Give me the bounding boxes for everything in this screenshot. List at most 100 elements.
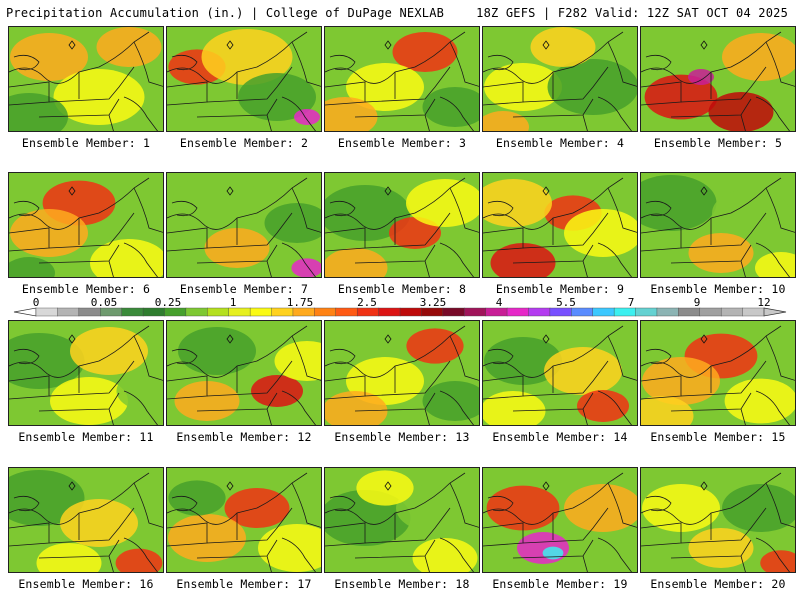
ensemble-member-map xyxy=(324,26,480,132)
boundary-line xyxy=(13,200,40,217)
boundary-line xyxy=(329,348,356,365)
boundary-line xyxy=(108,555,114,572)
boundary-line xyxy=(281,242,316,277)
precip-area xyxy=(90,239,163,277)
boundary-line xyxy=(9,31,150,84)
boundary-line xyxy=(48,212,135,249)
scale-swatch xyxy=(571,307,594,317)
scale-tick-label: 9 xyxy=(693,296,701,309)
boundary-line xyxy=(424,555,430,572)
boundary-line xyxy=(582,260,588,277)
ensemble-member-label: Ensemble Member: 3 xyxy=(337,136,467,150)
boundary-line xyxy=(167,325,308,378)
boundary-line xyxy=(281,537,316,572)
precip-area xyxy=(294,109,320,125)
boundary-line xyxy=(167,522,208,547)
precip-area xyxy=(238,73,316,121)
boundary-line xyxy=(755,537,790,572)
boundary-line xyxy=(522,360,609,397)
boundary-line xyxy=(487,495,514,512)
station-marker-icon xyxy=(700,186,708,196)
boundary-line xyxy=(680,212,767,249)
boundary-line xyxy=(607,482,637,528)
scale-swatch xyxy=(57,307,80,317)
precip-area xyxy=(115,548,163,572)
boundary-line xyxy=(9,177,150,230)
precip-area xyxy=(483,111,529,131)
ensemble-member-label: Ensemble Member: 2 xyxy=(179,136,309,150)
station-marker-icon xyxy=(384,40,392,50)
boundary-line xyxy=(329,54,356,71)
boundary-line xyxy=(123,242,158,277)
boundary-line xyxy=(171,54,198,71)
boundary-line xyxy=(266,555,272,572)
precip-area xyxy=(356,470,414,506)
boundary-line xyxy=(522,66,609,103)
boundary-line xyxy=(597,537,632,572)
boundary-line xyxy=(765,482,795,528)
scale-min-arrow xyxy=(13,307,37,317)
precip-area xyxy=(688,528,754,568)
boundary-line xyxy=(266,260,272,277)
station-marker-icon xyxy=(542,481,550,491)
ensemble-member-map xyxy=(324,320,480,426)
boundary-line xyxy=(13,495,40,512)
scale-tick-label: 3.25 xyxy=(419,296,447,309)
boundary-line xyxy=(123,537,158,572)
precip-area xyxy=(484,337,562,385)
ensemble-member-map xyxy=(482,172,638,278)
scale-swatch xyxy=(464,307,487,317)
scale-swatch xyxy=(656,307,679,317)
precip-area xyxy=(346,63,424,111)
boundary-line xyxy=(291,482,321,528)
precip-area xyxy=(325,97,378,131)
ensemble-member-label: Ensemble Member: 14 xyxy=(492,430,628,444)
boundary-line xyxy=(483,177,624,230)
precip-area xyxy=(564,484,637,532)
boundary-line xyxy=(641,81,682,106)
station-marker-icon xyxy=(542,40,550,50)
scale-swatch xyxy=(485,307,508,317)
scale-tick-label: 0.05 xyxy=(90,296,118,309)
precip-area xyxy=(9,333,85,389)
boundary-line xyxy=(329,495,356,512)
station-marker-icon xyxy=(226,334,234,344)
ensemble-member-label: Ensemble Member: 20 xyxy=(650,577,786,591)
ensemble-member-map xyxy=(324,467,480,573)
boundary-line xyxy=(641,472,782,525)
scale-swatch xyxy=(271,307,294,317)
map-title: Precipitation Accumulation (in.) | Colle… xyxy=(6,6,445,20)
station-marker-icon xyxy=(226,186,234,196)
precip-area xyxy=(517,532,569,564)
ensemble-member-map xyxy=(8,320,164,426)
precip-area xyxy=(688,233,754,273)
boundary-line xyxy=(755,390,790,425)
precip-area xyxy=(422,87,479,127)
boundary-line xyxy=(171,495,198,512)
boundary-line xyxy=(167,375,208,400)
scale-swatch xyxy=(249,307,273,317)
model-run-info: 18Z GEFS | F282 Valid: 12Z SAT OCT 04 20… xyxy=(476,6,788,20)
boundary-line xyxy=(740,555,746,572)
boundary-line xyxy=(607,41,637,87)
station-marker-icon xyxy=(542,186,550,196)
boundary-line xyxy=(522,212,609,249)
scale-swatch xyxy=(678,307,701,317)
boundary-line xyxy=(755,96,790,131)
boundary-line xyxy=(597,390,632,425)
ensemble-member-map xyxy=(8,172,164,278)
boundary-line xyxy=(483,375,524,400)
scale-swatch xyxy=(378,307,401,317)
scale-swatch xyxy=(164,307,187,317)
ensemble-member-label: Ensemble Member: 12 xyxy=(176,430,312,444)
boundary-line xyxy=(740,408,746,425)
boundary-line xyxy=(325,227,366,252)
boundary-line xyxy=(487,348,514,365)
ensemble-member-map xyxy=(8,467,164,573)
precip-color-scale xyxy=(13,307,787,317)
scale-swatch xyxy=(421,307,444,317)
precip-area xyxy=(60,499,138,547)
scale-tick-label: 0 xyxy=(32,296,40,309)
boundary-line xyxy=(483,325,624,378)
boundary-line xyxy=(266,114,272,131)
